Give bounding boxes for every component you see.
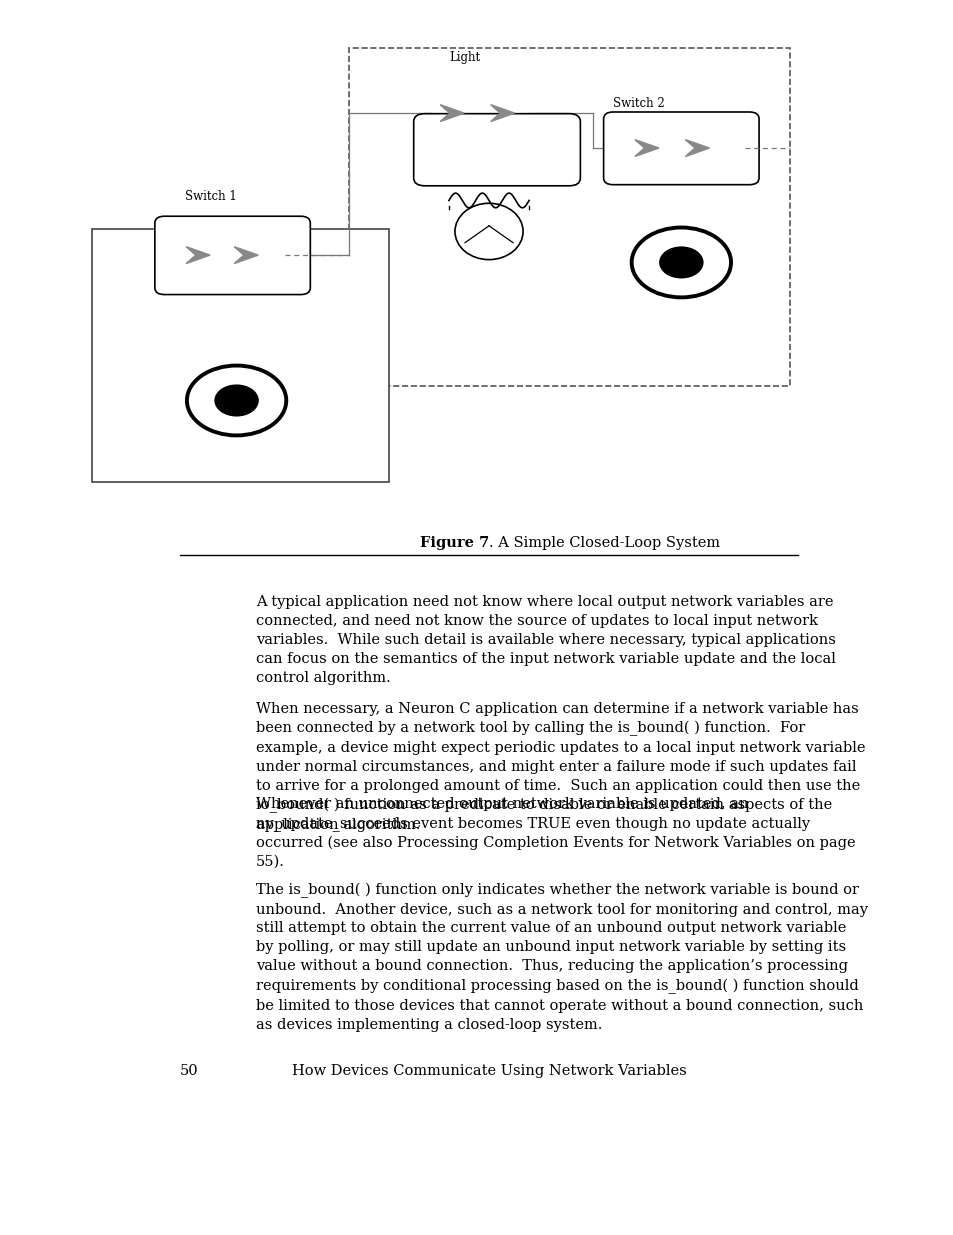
Circle shape [215, 385, 257, 415]
Text: Switch 2: Switch 2 [613, 98, 664, 110]
Polygon shape [186, 247, 210, 263]
Bar [349, 48, 789, 387]
FancyBboxPatch shape [414, 114, 579, 185]
Text: Whenever an unconnected output network variable is updated, an
nv_update_succeed: Whenever an unconnected output network v… [255, 797, 855, 869]
FancyBboxPatch shape [603, 112, 759, 185]
Polygon shape [233, 247, 258, 263]
Circle shape [631, 227, 730, 298]
Circle shape [187, 366, 286, 436]
Text: Figure 7: Figure 7 [419, 536, 488, 550]
Text: . A Simple Closed-Loop System: . A Simple Closed-Loop System [488, 536, 720, 550]
Polygon shape [439, 105, 464, 121]
Text: When necessary, a Neuron C application can determine if a network variable has
b: When necessary, a Neuron C application c… [255, 701, 864, 832]
Ellipse shape [455, 204, 522, 259]
Text: The is_bound( ) function only indicates whether the network variable is bound or: The is_bound( ) function only indicates … [255, 882, 867, 1031]
Polygon shape [634, 140, 659, 157]
Text: 50: 50 [180, 1065, 198, 1078]
Circle shape [659, 248, 701, 277]
Text: Switch 1: Switch 1 [184, 190, 236, 204]
Bar [92, 228, 389, 482]
Polygon shape [490, 105, 514, 121]
Text: A typical application need not know where local output network variables are
con: A typical application need not know wher… [255, 595, 835, 685]
Text: How Devices Communicate Using Network Variables: How Devices Communicate Using Network Va… [292, 1065, 685, 1078]
Polygon shape [684, 140, 709, 157]
FancyBboxPatch shape [154, 216, 310, 295]
Text: Light: Light [449, 51, 479, 64]
